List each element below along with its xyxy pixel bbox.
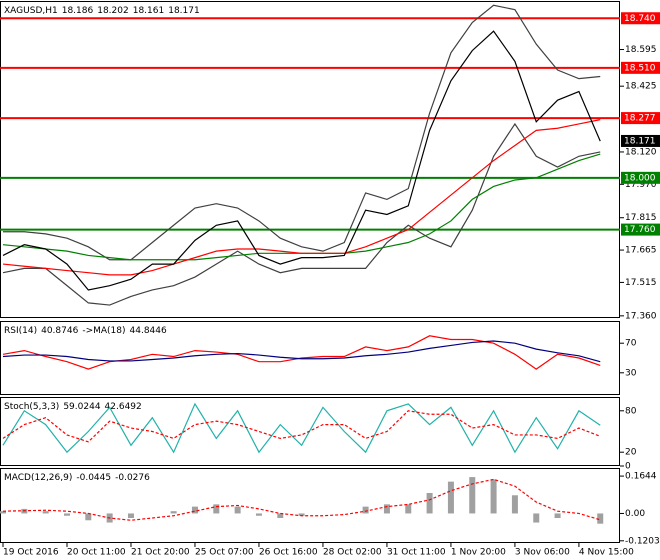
- histogram-bar: [234, 506, 241, 514]
- y-tick-label: -0.1203: [625, 536, 660, 546]
- x-tick-label: 31 Oct 11:00: [387, 548, 446, 558]
- histogram-bar: [42, 511, 49, 514]
- x-tick-label: 21 Oct 20:00: [131, 548, 190, 558]
- x-tick-label: 25 Oct 07:00: [195, 548, 254, 558]
- histogram-bar: [533, 513, 540, 523]
- header-item: 18.171: [168, 6, 200, 16]
- y-tick-label: 20: [625, 448, 637, 458]
- level-tag: [621, 12, 660, 25]
- level-label: 18.277: [624, 114, 656, 124]
- series-line: [2, 340, 601, 363]
- y-tick-label: 70: [625, 339, 637, 349]
- series-line: [2, 478, 601, 521]
- header-item: 42.6492: [105, 402, 142, 412]
- x-tick-label: 20 Oct 11:00: [67, 548, 126, 558]
- x-tick-label: 4 Nov 15:00: [579, 548, 634, 558]
- panel-header: Stoch(5,3,3) 59.0244 42.6492: [4, 402, 142, 412]
- histogram-bar: [277, 513, 284, 518]
- header-item: 18.161: [133, 6, 165, 16]
- series-line: [2, 335, 601, 370]
- x-tick-label: 26 Oct 16:00: [259, 548, 318, 558]
- y-tick-label: 0.00: [625, 509, 645, 519]
- histogram-bar: [469, 477, 476, 514]
- histogram-bar: [0, 511, 6, 514]
- y-tick-label: 0.1644: [625, 472, 657, 482]
- x-tick-label: 19 Oct 2016: [3, 548, 59, 558]
- y-tick-label: 17.970: [625, 180, 657, 190]
- y-tick-label: 18.425: [625, 82, 657, 92]
- level-tag: [621, 61, 660, 74]
- last-price-label: 18.171: [624, 136, 656, 146]
- y-tick-label: 17.815: [625, 213, 657, 223]
- histogram-bar: [63, 513, 70, 516]
- y-tick-label: 17.665: [625, 246, 657, 256]
- level-tag: [621, 112, 660, 125]
- histogram-bar: [447, 481, 454, 514]
- y-tick-label: 18.120: [625, 147, 657, 157]
- level-label: 18.000: [624, 173, 656, 183]
- histogram-bar: [362, 506, 369, 514]
- y-tick-label: 80: [625, 406, 637, 416]
- header-item: 44.8446: [130, 326, 167, 336]
- series-line: [2, 122, 601, 306]
- header-item: MACD(12,26,9): [4, 473, 72, 483]
- x-tick-label: 3 Nov 06:00: [515, 548, 570, 558]
- level-label: 18.740: [624, 14, 656, 24]
- panel-header: MACD(12,26,9) -0.0445 -0.0276: [4, 473, 150, 483]
- header-item: 18.186: [62, 6, 94, 16]
- header-item: 59.0244: [63, 402, 100, 412]
- histogram-bar: [597, 513, 604, 524]
- level-tag: [621, 223, 660, 236]
- histogram-bar: [255, 513, 262, 516]
- series-line: [2, 153, 601, 261]
- histogram-bar: [170, 511, 177, 514]
- series-line: [2, 402, 601, 454]
- y-tick-label: 18.595: [625, 45, 657, 55]
- series-line: [2, 30, 601, 291]
- header-item: RSI(14): [4, 326, 37, 336]
- histogram-bar: [127, 513, 134, 518]
- header-item: ->MA(18): [82, 326, 125, 336]
- y-tick-label: 17.515: [625, 278, 657, 288]
- header-item: -0.0276: [115, 473, 150, 483]
- header-item: XAGUSD,H1: [4, 6, 58, 16]
- last-price-tag: [621, 134, 660, 147]
- histogram-bar: [213, 504, 220, 514]
- y-tick-label: 30: [625, 368, 637, 378]
- panel-frame: [0, 1, 620, 318]
- level-tag: [621, 171, 660, 184]
- panel-frame: [0, 321, 620, 395]
- panel-frame: [0, 397, 620, 466]
- histogram-bar: [85, 513, 92, 521]
- histogram-bar: [490, 479, 497, 514]
- header-item: -0.0445: [76, 473, 111, 483]
- histogram-bar: [426, 493, 433, 514]
- histogram-bar: [511, 495, 518, 514]
- x-tick-label: 28 Oct 02:00: [323, 548, 382, 558]
- histogram-bar: [298, 513, 305, 516]
- header-item: 40.8746: [41, 326, 78, 336]
- histogram-bar: [383, 504, 390, 514]
- panel-header: RSI(14) 40.8746 ->MA(18) 44.8446: [4, 326, 167, 336]
- y-tick-label: 0: [625, 462, 631, 472]
- histogram-bar: [554, 513, 561, 518]
- header-item: Stoch(5,3,3): [4, 402, 59, 412]
- series-line: [2, 410, 601, 443]
- header-item: 18.202: [97, 6, 129, 16]
- y-tick-label: 17.360: [625, 311, 657, 321]
- panel-frame: [0, 468, 620, 543]
- x-tick-label: 1 Nov 20:00: [451, 548, 506, 558]
- series-line: [3, 4, 601, 261]
- histogram-bar: [405, 504, 412, 514]
- panel-header: XAGUSD,H1 18.186 18.202 18.161 18.171: [4, 6, 200, 16]
- level-label: 18.510: [624, 63, 656, 73]
- level-label: 17.760: [624, 225, 656, 235]
- series-line: [2, 119, 601, 276]
- histogram-bar: [191, 506, 198, 514]
